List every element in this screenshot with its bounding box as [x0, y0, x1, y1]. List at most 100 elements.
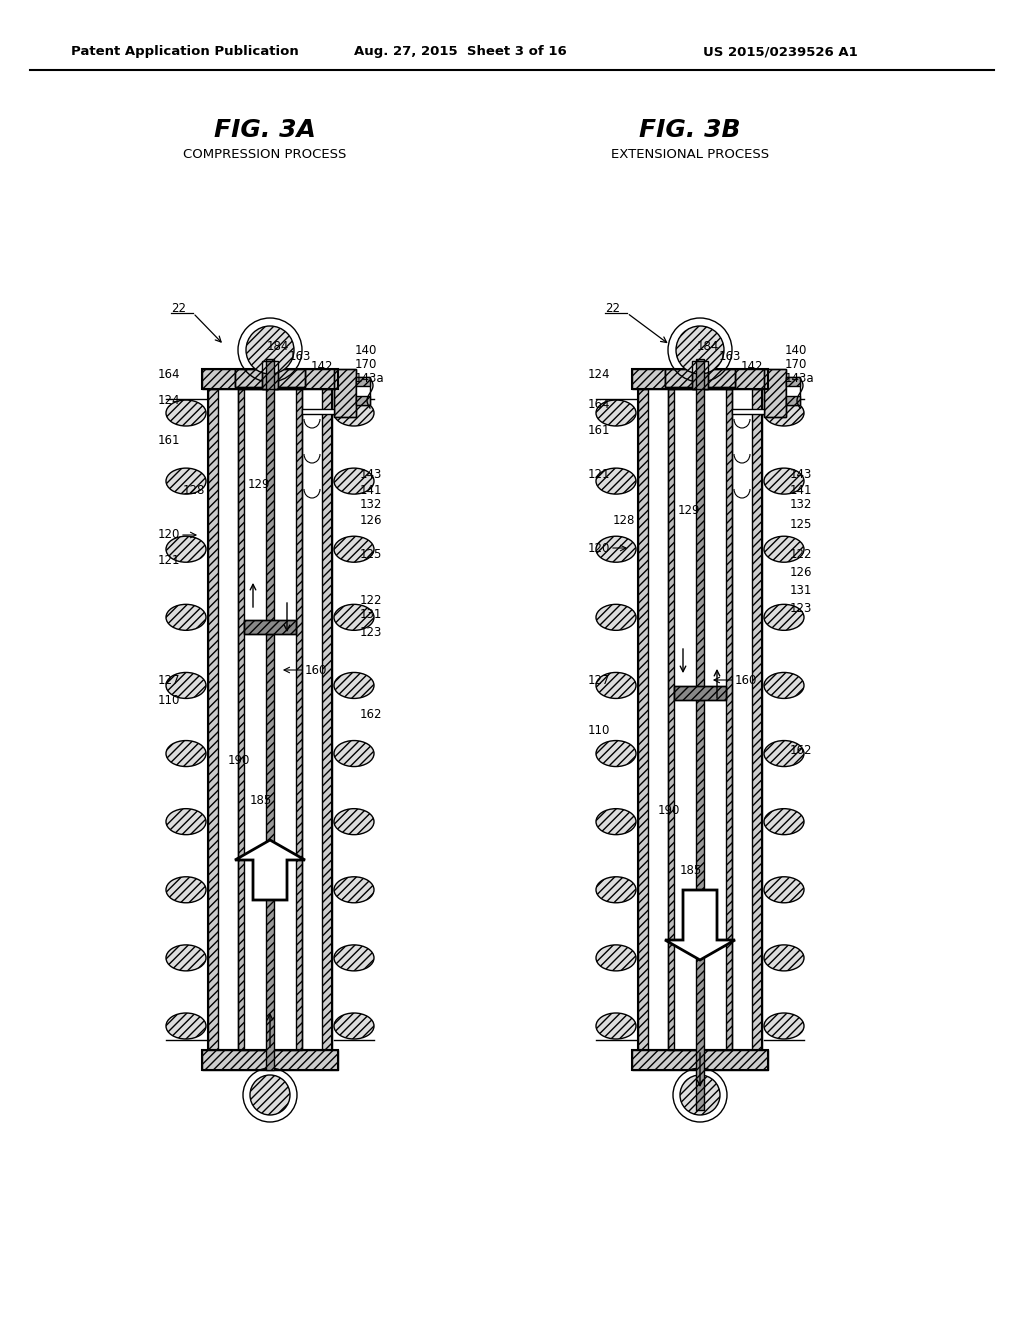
Polygon shape — [665, 890, 735, 960]
Bar — [638, 389, 648, 1049]
Text: 110: 110 — [588, 723, 610, 737]
Ellipse shape — [596, 945, 636, 972]
Text: 143: 143 — [790, 469, 812, 482]
Bar — [668, 389, 732, 1049]
Text: 163: 163 — [719, 350, 741, 363]
Text: COMPRESSION PROCESS: COMPRESSION PROCESS — [183, 149, 347, 161]
Ellipse shape — [764, 809, 804, 834]
Bar — [266, 634, 274, 1071]
Bar — [234, 370, 305, 387]
Text: 127: 127 — [158, 673, 180, 686]
Ellipse shape — [764, 1012, 804, 1039]
Text: 129: 129 — [248, 479, 270, 491]
Bar — [752, 389, 762, 1049]
Ellipse shape — [334, 536, 374, 562]
Ellipse shape — [764, 945, 804, 972]
Bar — [262, 360, 278, 389]
Circle shape — [680, 1074, 720, 1115]
Ellipse shape — [166, 400, 206, 426]
Bar — [726, 389, 732, 1049]
Text: 131: 131 — [360, 609, 382, 622]
Text: 140: 140 — [355, 343, 378, 356]
Text: 120: 120 — [158, 528, 180, 541]
Bar — [218, 389, 322, 1049]
Ellipse shape — [334, 1012, 374, 1039]
Ellipse shape — [596, 469, 636, 494]
Circle shape — [676, 326, 724, 374]
Ellipse shape — [596, 672, 636, 698]
Bar — [356, 378, 370, 405]
Ellipse shape — [764, 876, 804, 903]
Bar — [356, 378, 370, 385]
Text: 141: 141 — [790, 483, 812, 496]
Ellipse shape — [166, 945, 206, 972]
Text: 170: 170 — [785, 358, 807, 371]
Bar — [764, 370, 786, 417]
Ellipse shape — [166, 1012, 206, 1039]
Ellipse shape — [764, 672, 804, 698]
Ellipse shape — [166, 536, 206, 562]
Ellipse shape — [166, 741, 206, 767]
Bar — [238, 389, 244, 1049]
Ellipse shape — [166, 469, 206, 494]
Text: 184: 184 — [267, 339, 289, 352]
Ellipse shape — [334, 741, 374, 767]
Bar — [665, 370, 735, 387]
Bar — [668, 389, 674, 1049]
Text: 141: 141 — [360, 483, 383, 496]
Bar — [692, 360, 708, 389]
Text: 185: 185 — [680, 863, 702, 876]
Text: US 2015/0239526 A1: US 2015/0239526 A1 — [702, 45, 857, 58]
Bar — [665, 370, 735, 387]
Ellipse shape — [334, 876, 374, 903]
Text: 162: 162 — [790, 743, 812, 756]
Bar — [244, 389, 296, 1049]
Bar — [334, 370, 356, 417]
Bar — [244, 620, 296, 634]
Text: 125: 125 — [790, 519, 812, 532]
Circle shape — [246, 326, 294, 374]
Text: 142: 142 — [310, 359, 333, 372]
Bar — [632, 1049, 768, 1071]
Text: 160: 160 — [305, 664, 328, 676]
Text: 170: 170 — [355, 358, 378, 371]
Text: 121: 121 — [588, 469, 610, 482]
Ellipse shape — [334, 400, 374, 426]
Text: 126: 126 — [790, 565, 812, 578]
Bar — [202, 370, 338, 389]
Bar — [764, 370, 786, 417]
Text: 164: 164 — [158, 368, 180, 381]
Text: 164: 164 — [588, 399, 610, 412]
Text: 121: 121 — [158, 553, 180, 566]
Bar — [696, 359, 705, 700]
Ellipse shape — [764, 400, 804, 426]
Bar — [208, 389, 218, 1049]
Bar — [234, 370, 305, 387]
Bar — [665, 370, 735, 387]
Bar — [302, 409, 334, 414]
Bar — [234, 370, 305, 387]
Ellipse shape — [334, 672, 374, 698]
Bar — [322, 389, 332, 1049]
Bar — [202, 1049, 338, 1071]
Text: 120: 120 — [588, 541, 610, 554]
Text: 160: 160 — [735, 673, 758, 686]
Text: 22: 22 — [605, 301, 620, 314]
Bar — [262, 360, 278, 389]
Ellipse shape — [596, 876, 636, 903]
Bar — [692, 360, 708, 389]
Bar — [632, 370, 768, 389]
Bar — [238, 389, 302, 1049]
Text: 126: 126 — [360, 513, 383, 527]
Ellipse shape — [166, 605, 206, 631]
Text: 143: 143 — [360, 469, 382, 482]
Text: Aug. 27, 2015  Sheet 3 of 16: Aug. 27, 2015 Sheet 3 of 16 — [353, 45, 566, 58]
Text: 122: 122 — [790, 549, 812, 561]
Ellipse shape — [764, 536, 804, 562]
Ellipse shape — [166, 809, 206, 834]
Bar — [202, 370, 338, 389]
Text: 143a: 143a — [355, 371, 385, 384]
Bar — [266, 359, 274, 634]
Text: 163: 163 — [289, 350, 311, 363]
Bar — [356, 396, 370, 405]
